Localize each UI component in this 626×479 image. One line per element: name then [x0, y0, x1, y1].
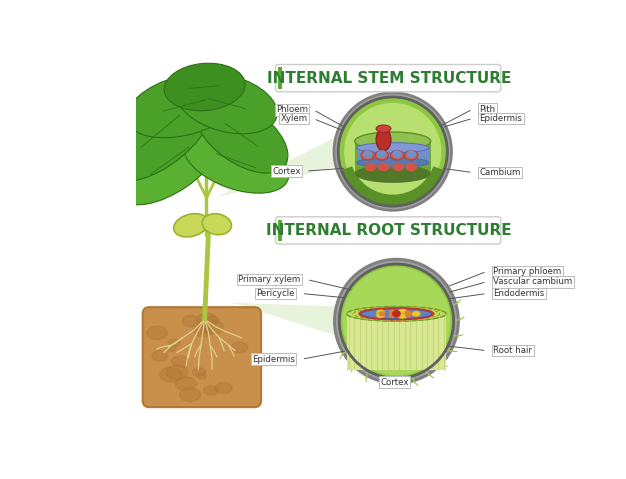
- Ellipse shape: [115, 117, 224, 205]
- Ellipse shape: [355, 164, 431, 183]
- Ellipse shape: [364, 151, 372, 158]
- Ellipse shape: [177, 73, 277, 134]
- Ellipse shape: [193, 325, 212, 337]
- Ellipse shape: [361, 150, 374, 160]
- Text: Cambium: Cambium: [480, 168, 521, 177]
- Ellipse shape: [160, 367, 182, 382]
- Ellipse shape: [389, 310, 394, 314]
- Text: Xylem: Xylem: [281, 114, 308, 123]
- Bar: [279, 220, 282, 241]
- Bar: [347, 314, 446, 370]
- Ellipse shape: [357, 158, 429, 168]
- Ellipse shape: [337, 262, 456, 381]
- Ellipse shape: [376, 309, 385, 315]
- Ellipse shape: [375, 150, 388, 160]
- Text: Phloem: Phloem: [276, 105, 308, 114]
- Ellipse shape: [202, 214, 232, 235]
- Ellipse shape: [393, 163, 403, 171]
- Ellipse shape: [379, 312, 385, 316]
- Ellipse shape: [203, 386, 218, 395]
- Text: Cortex: Cortex: [381, 377, 409, 387]
- Text: INTERNAL ROOT STRUCTURE: INTERNAL ROOT STRUCTURE: [266, 223, 512, 238]
- Ellipse shape: [195, 97, 288, 173]
- Ellipse shape: [412, 311, 421, 317]
- Ellipse shape: [197, 313, 217, 326]
- Ellipse shape: [345, 103, 441, 199]
- Ellipse shape: [389, 314, 394, 318]
- Ellipse shape: [166, 365, 188, 379]
- Ellipse shape: [398, 308, 407, 314]
- Polygon shape: [232, 303, 337, 336]
- Ellipse shape: [332, 91, 453, 212]
- Ellipse shape: [338, 97, 448, 206]
- Ellipse shape: [175, 377, 197, 390]
- Text: Epidermis: Epidermis: [480, 114, 522, 123]
- Ellipse shape: [407, 151, 415, 158]
- Ellipse shape: [197, 373, 206, 379]
- Ellipse shape: [376, 312, 385, 318]
- Ellipse shape: [406, 313, 411, 317]
- FancyBboxPatch shape: [275, 65, 501, 92]
- Text: Epidermis: Epidermis: [252, 354, 295, 364]
- Ellipse shape: [376, 129, 391, 151]
- Text: Primary phloem: Primary phloem: [493, 267, 562, 276]
- Text: INTERNAL STEM STRUCTURE: INTERNAL STEM STRUCTURE: [267, 70, 511, 86]
- FancyBboxPatch shape: [143, 307, 261, 407]
- Text: Vascular cambium: Vascular cambium: [493, 277, 573, 286]
- Ellipse shape: [404, 150, 418, 160]
- Ellipse shape: [347, 307, 446, 321]
- Text: Cortex: Cortex: [272, 167, 300, 176]
- Ellipse shape: [355, 132, 431, 150]
- Ellipse shape: [335, 94, 450, 209]
- Bar: [357, 148, 429, 162]
- Ellipse shape: [391, 150, 404, 160]
- Ellipse shape: [182, 315, 200, 327]
- Ellipse shape: [168, 339, 180, 346]
- Ellipse shape: [203, 320, 223, 334]
- Ellipse shape: [361, 308, 432, 319]
- Ellipse shape: [378, 163, 389, 171]
- Ellipse shape: [393, 311, 400, 317]
- Ellipse shape: [105, 81, 215, 181]
- Polygon shape: [216, 137, 336, 198]
- Ellipse shape: [167, 345, 176, 352]
- Bar: [279, 68, 282, 89]
- Ellipse shape: [152, 351, 168, 361]
- Ellipse shape: [398, 313, 407, 319]
- Ellipse shape: [193, 368, 205, 376]
- Ellipse shape: [180, 388, 201, 401]
- Ellipse shape: [339, 264, 454, 378]
- Ellipse shape: [406, 311, 411, 315]
- Ellipse shape: [207, 316, 219, 324]
- Ellipse shape: [406, 163, 416, 171]
- FancyBboxPatch shape: [275, 217, 501, 244]
- Ellipse shape: [147, 326, 168, 340]
- Text: Primary xylem: Primary xylem: [239, 275, 300, 284]
- Ellipse shape: [172, 356, 188, 366]
- Ellipse shape: [377, 151, 386, 158]
- Text: Endodermis: Endodermis: [493, 289, 545, 298]
- Ellipse shape: [195, 324, 210, 334]
- Wedge shape: [342, 166, 444, 206]
- Ellipse shape: [343, 268, 450, 375]
- Ellipse shape: [353, 308, 439, 320]
- Ellipse shape: [232, 342, 248, 353]
- Ellipse shape: [164, 63, 245, 111]
- Ellipse shape: [366, 163, 376, 171]
- FancyBboxPatch shape: [355, 141, 431, 174]
- Ellipse shape: [215, 383, 232, 394]
- Ellipse shape: [357, 143, 429, 153]
- Ellipse shape: [393, 151, 401, 158]
- Text: Pericycle: Pericycle: [257, 289, 295, 298]
- Ellipse shape: [173, 214, 208, 237]
- Text: Pith: Pith: [480, 104, 496, 114]
- Ellipse shape: [334, 259, 459, 384]
- Text: Root hair: Root hair: [493, 346, 532, 355]
- Ellipse shape: [127, 73, 242, 138]
- Ellipse shape: [376, 125, 391, 132]
- Ellipse shape: [183, 128, 289, 193]
